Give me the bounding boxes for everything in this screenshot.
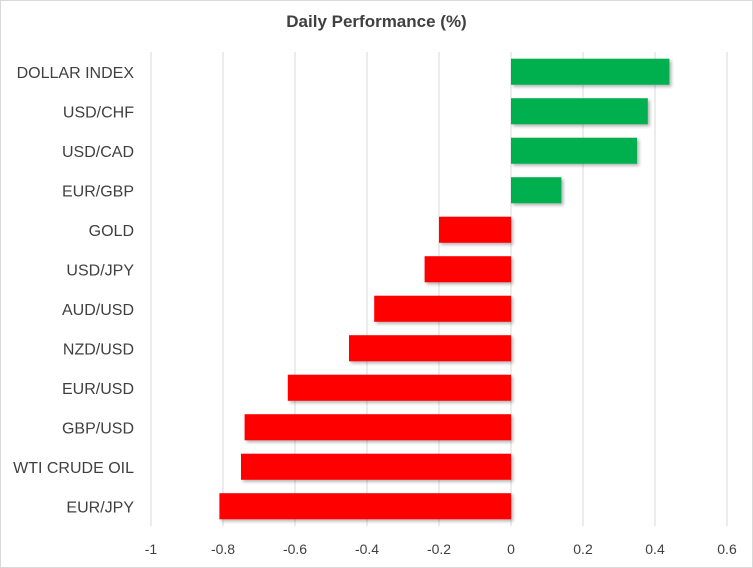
bar xyxy=(241,453,511,480)
category-label: USD/CHF xyxy=(63,104,134,121)
x-tick-label: 0 xyxy=(507,541,515,557)
bar xyxy=(287,374,511,401)
category-label: EUR/USD xyxy=(62,381,134,398)
bar xyxy=(374,295,511,322)
x-tick-label: 0.2 xyxy=(573,541,593,557)
bar xyxy=(244,414,511,441)
bar xyxy=(511,98,648,125)
category-label: DOLLAR INDEX xyxy=(17,65,135,82)
category-label: WTI CRUDE OIL xyxy=(13,460,134,477)
x-tick-label: -0.8 xyxy=(211,541,235,557)
bar xyxy=(424,256,511,283)
bar xyxy=(511,137,637,164)
chart-title: Daily Performance (%) xyxy=(286,12,467,31)
gridlines xyxy=(150,52,728,526)
x-tick-label: -1 xyxy=(145,541,158,557)
category-label: AUD/USD xyxy=(62,302,134,319)
x-tick-label: 0.4 xyxy=(645,541,665,557)
x-tick-label: -0.2 xyxy=(427,541,451,557)
bar xyxy=(219,493,511,520)
x-tick-label: -0.4 xyxy=(355,541,379,557)
bar xyxy=(511,58,670,85)
bars xyxy=(219,58,670,520)
bar xyxy=(439,216,511,243)
x-tick-label: 0.6 xyxy=(717,541,737,557)
x-axis-tick-labels: -1 -0.8 -0.6 -0.4 -0.2 0 0.2 0.4 0.6 xyxy=(145,541,737,557)
bar xyxy=(349,335,511,362)
category-label: GOLD xyxy=(89,223,134,240)
category-label: EUR/GBP xyxy=(62,183,134,200)
x-tick-label: -0.6 xyxy=(283,541,307,557)
category-label: NZD/USD xyxy=(63,341,134,358)
category-label: EUR/JPY xyxy=(66,499,134,516)
category-label: GBP/USD xyxy=(62,420,134,437)
bar xyxy=(511,177,562,204)
category-label: USD/CAD xyxy=(62,144,134,161)
category-labels: DOLLAR INDEX USD/CHF USD/CAD EUR/GBP GOLD USD… xyxy=(13,65,134,517)
category-label: USD/JPY xyxy=(66,262,134,279)
